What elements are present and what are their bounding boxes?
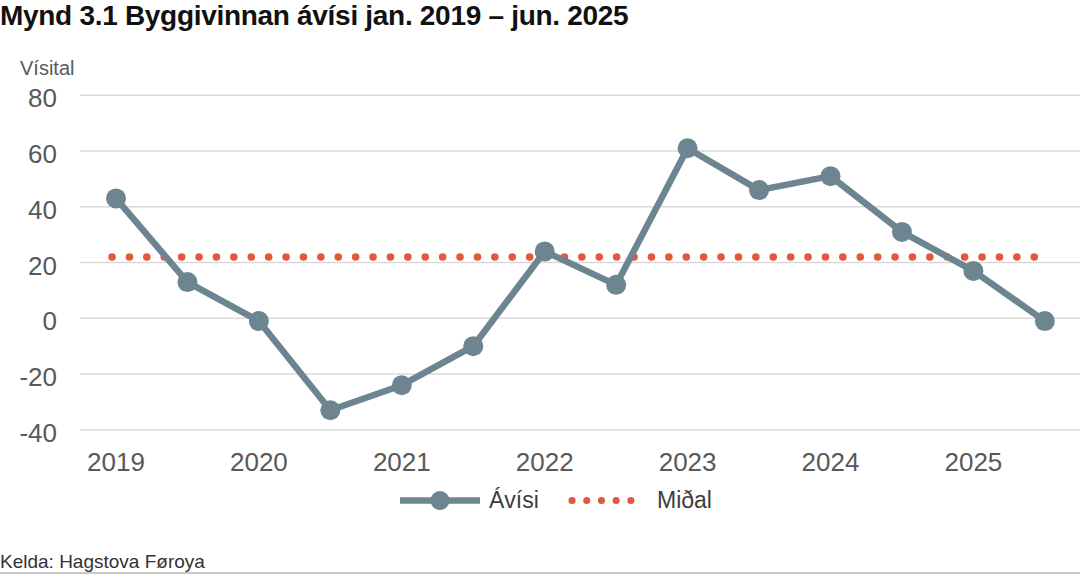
- source-note: Kelda: Hagstova Føroya: [0, 551, 205, 573]
- data-point-marker: [678, 138, 698, 158]
- y-tick-labels-group: 80 60 40 20 0 -20 -40: [19, 83, 57, 448]
- y-tick-label: 40: [28, 195, 57, 225]
- x-tick-label: 2020: [230, 447, 288, 477]
- series-line: [116, 148, 1045, 410]
- legend-series-marker-swatch: [431, 491, 450, 510]
- data-point-marker: [821, 166, 841, 186]
- y-axis-title: Vísital: [20, 57, 74, 79]
- x-tick-label: 2024: [802, 447, 860, 477]
- x-tick-label: 2022: [516, 447, 574, 477]
- y-tick-label: 20: [28, 251, 57, 281]
- gridlines-group: [80, 95, 1080, 430]
- chart-legend: Ávísi Miðal: [400, 487, 712, 513]
- y-tick-label: -40: [19, 418, 57, 448]
- y-tick-label: 0: [43, 306, 57, 336]
- data-series-group: [106, 138, 1055, 420]
- data-point-marker: [892, 222, 912, 242]
- bottom-divider: [0, 572, 1080, 574]
- x-tick-labels-group: 2019 2020 2021 2022 2023 2024 2025: [87, 447, 1002, 477]
- x-tick-label: 2019: [87, 447, 145, 477]
- data-point-marker: [177, 272, 197, 292]
- data-point-marker: [392, 375, 412, 395]
- data-point-marker: [606, 275, 626, 295]
- data-point-marker: [249, 311, 269, 331]
- x-tick-label: 2025: [944, 447, 1002, 477]
- legend-mean-label: Miðal: [657, 487, 712, 513]
- data-point-marker: [106, 188, 126, 208]
- data-point-marker: [963, 261, 983, 281]
- line-chart: Vísital 80 60 40 20 0 -20 -40 2019 2020 2021 2022…: [0, 0, 1080, 575]
- x-tick-label: 2021: [373, 447, 431, 477]
- y-tick-label: 80: [28, 83, 57, 113]
- legend-series-label: Ávísi: [489, 487, 539, 513]
- y-tick-label: 60: [28, 139, 57, 169]
- data-point-marker: [463, 336, 483, 356]
- data-point-marker: [535, 241, 555, 261]
- data-point-marker: [1035, 311, 1055, 331]
- y-tick-label: -20: [19, 362, 57, 392]
- data-point-marker: [320, 400, 340, 420]
- x-tick-label: 2023: [659, 447, 717, 477]
- data-point-marker: [749, 180, 769, 200]
